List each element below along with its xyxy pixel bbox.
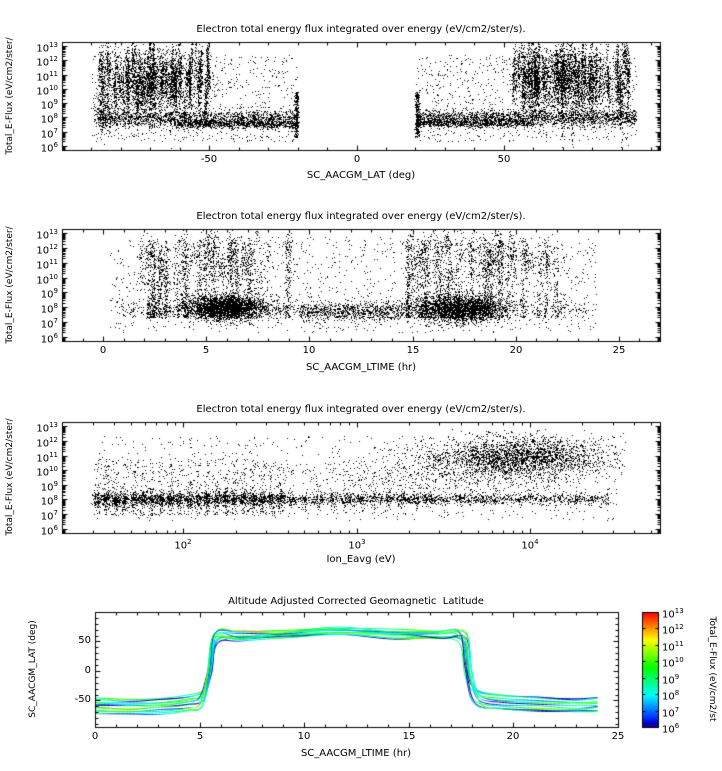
x-tick-label: 0 — [91, 731, 99, 742]
x-tick-label: 103 — [348, 538, 366, 552]
colorbar-tick-label: 107 — [662, 706, 680, 720]
y-tick-label: -50 — [74, 694, 91, 705]
plot-title: Altitude Adjusted Corrected Geomagnetic … — [228, 596, 484, 607]
x-tick-label: 25 — [612, 345, 626, 356]
y-axis-label: Total_E-Flux (eV/cm2/ster/ — [5, 418, 15, 536]
y-tick-label: 1012 — [36, 55, 58, 69]
flux-vs-ion-eavg-plot-canvas — [0, 386, 722, 579]
y-tick-label: 50 — [78, 635, 91, 646]
x-tick-label: 5 — [196, 731, 204, 742]
y-axis-label: Total_E-Flux (eV/cm2/ster/ — [5, 37, 15, 155]
x-tick-label: 10 — [297, 731, 311, 742]
colorbar-tick-label: 109 — [662, 673, 680, 687]
y-tick-label: 109 — [40, 480, 58, 494]
y-tick-label: 1013 — [36, 228, 58, 242]
x-tick-label: 20 — [506, 731, 520, 742]
y-tick-label: 106 — [40, 524, 58, 538]
x-axis-label: SC_AACGM_LAT (deg) — [306, 170, 416, 181]
colorbar-tick-label: 1012 — [662, 623, 684, 637]
y-tick-label: 108 — [40, 494, 58, 508]
y-tick-label: 109 — [40, 98, 58, 112]
x-tick-label: 10 — [302, 345, 316, 356]
y-tick-label: 108 — [40, 302, 58, 316]
x-tick-label: 0 — [353, 154, 361, 165]
x-tick-label: -50 — [200, 154, 218, 165]
x-tick-label: 0 — [99, 345, 107, 356]
y-tick-label: 108 — [40, 112, 58, 126]
y-tick-label: 1011 — [36, 451, 58, 465]
x-tick-label: 5 — [202, 345, 210, 356]
y-tick-label: 1012 — [36, 243, 58, 257]
x-axis-label: SC_AACGM_LTIME (hr) — [305, 362, 417, 373]
x-tick-label: 15 — [406, 345, 420, 356]
plot-title: Electron total energy flux integrated ov… — [196, 211, 526, 222]
y-tick-label: 1011 — [36, 70, 58, 84]
x-tick-label: 102 — [174, 538, 192, 552]
y-tick-label: 107 — [40, 509, 58, 523]
x-tick-label: 20 — [509, 345, 523, 356]
x-tick-label: 25 — [611, 731, 625, 742]
colorbar-tick-label: 1013 — [662, 607, 684, 621]
x-tick-label: 50 — [497, 154, 511, 165]
colorbar-tick-label: 106 — [662, 722, 680, 736]
y-tick-label: 106 — [40, 332, 58, 346]
y-tick-label: 1013 — [36, 41, 58, 55]
plot-title: Electron total energy flux integrated ov… — [196, 404, 526, 415]
y-tick-label: 106 — [40, 141, 58, 155]
flux-vs-ltime-plot-canvas — [0, 193, 722, 386]
flux-vs-lat-plot-canvas — [0, 0, 722, 193]
y-tick-label: 107 — [40, 127, 58, 141]
colorbar-tick-label: 1011 — [662, 640, 684, 654]
colorbar-label: Total_E-Flux (eV/cm2/st — [707, 616, 717, 722]
x-axis-label: Ion_Eavg (eV) — [326, 554, 396, 565]
x-tick-label: 104 — [521, 538, 539, 552]
y-tick-label: 1012 — [36, 436, 58, 450]
y-tick-label: 109 — [40, 287, 58, 301]
x-axis-label: SC_AACGM_LTIME (hr) — [300, 748, 412, 759]
y-tick-label: 0 — [84, 665, 91, 676]
y-tick-label: 1010 — [36, 84, 58, 98]
y-tick-label: 1010 — [36, 273, 58, 287]
y-tick-label: 1011 — [36, 258, 58, 272]
aacgm-lat-plot-canvas — [0, 579, 722, 771]
colorbar-tick-label: 1010 — [662, 656, 684, 670]
colorbar-tick-label: 108 — [662, 689, 680, 703]
y-tick-label: 1010 — [36, 465, 58, 479]
y-tick-label: 1013 — [36, 421, 58, 435]
x-tick-label: 15 — [402, 731, 416, 742]
y-axis-label: SC_AACGM_LAT (deg) — [28, 620, 38, 718]
y-tick-label: 107 — [40, 317, 58, 331]
y-axis-label: Total_E-Flux (eV/cm2/ster/ — [5, 226, 15, 344]
plot-title: Electron total energy flux integrated ov… — [196, 24, 526, 35]
